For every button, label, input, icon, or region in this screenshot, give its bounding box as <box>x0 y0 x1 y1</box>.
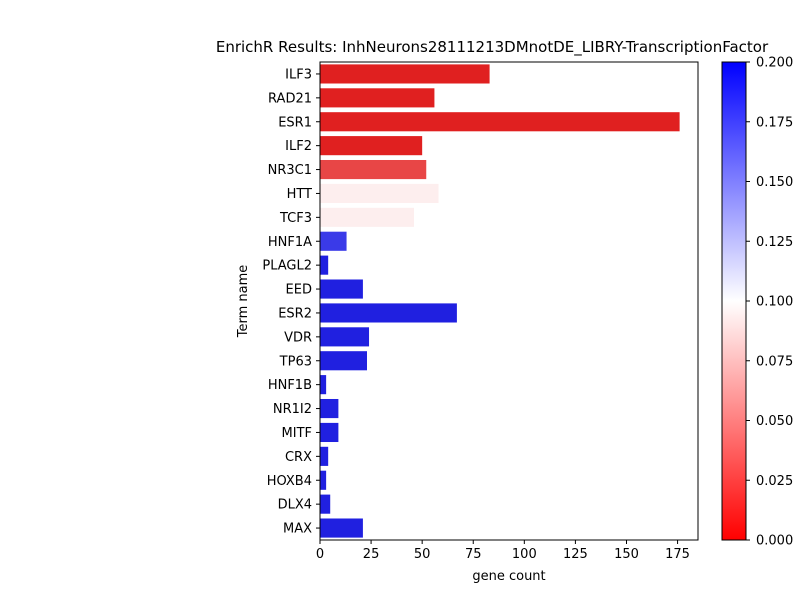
y-tick-label-max: MAX <box>283 522 312 537</box>
bar-max <box>320 518 363 538</box>
x-tick-label: 75 <box>465 547 482 562</box>
y-tick-label-nr1i2: NR1I2 <box>273 402 312 417</box>
bar-hnf1b <box>320 375 327 395</box>
colorbar: 0.000 0.025 0.050 0.075 0.100 0.125 0.150 0.175… <box>721 56 793 549</box>
bar-eed <box>320 279 363 299</box>
y-tick-label-nr3c1: NR3C1 <box>268 163 312 178</box>
plot-area: ILF3 RAD21 ESR1 ILF2 NR3C1 HTT TCF3 HNF1A PLAGL2… <box>262 61 699 562</box>
bar-rad21 <box>320 88 435 108</box>
colorbar-tick-label: 0.200 <box>756 56 793 71</box>
plot-frame <box>319 61 699 541</box>
y-tick-label-esr1: ESR1 <box>278 115 312 130</box>
bar-nr1i2 <box>320 398 339 419</box>
colorbar-tick-label: 0.100 <box>756 295 793 310</box>
colorbar-tick-label: 0.175 <box>756 115 793 130</box>
bar-plagl2 <box>320 255 329 275</box>
bar-ilf3 <box>320 64 490 84</box>
colorbar-gradient <box>721 61 747 541</box>
colorbar-tick-label: 0.125 <box>756 235 793 250</box>
y-tick-label-ilf3: ILF3 <box>285 67 312 82</box>
y-tick-label-hoxb4: HOXB4 <box>267 474 312 489</box>
x-tick-label: 125 <box>563 547 588 562</box>
y-tick-label-tcf3: TCF3 <box>279 211 312 226</box>
y-tick-label-vdr: VDR <box>284 330 312 345</box>
bar-ilf2 <box>320 136 423 156</box>
x-tick-label: 25 <box>363 547 380 562</box>
bar-htt <box>320 183 439 204</box>
y-tick-label-hnf1a: HNF1A <box>268 235 312 250</box>
x-axis-label: gene count <box>472 569 545 584</box>
y-tick-label-dlx4: DLX4 <box>278 498 312 513</box>
x-tick-label: 175 <box>665 547 690 562</box>
x-tick-label: 50 <box>414 547 431 562</box>
bar-esr1 <box>320 112 680 132</box>
y-tick-label-plagl2: PLAGL2 <box>262 259 312 274</box>
y-tick-label-htt: HTT <box>287 187 312 202</box>
bar-mitf <box>320 422 339 443</box>
colorbar-tick-label: 0.050 <box>756 414 793 429</box>
y-axis-label: Term name <box>236 265 251 339</box>
x-tick-label: 0 <box>316 547 324 562</box>
y-tick-label-tp63: TP63 <box>279 354 312 369</box>
colorbar-tick-label: 0.025 <box>756 474 793 489</box>
y-tick-label-eed: EED <box>286 283 312 298</box>
colorbar-tick-label: 0.000 <box>756 534 793 549</box>
colorbar-tick-label: 0.075 <box>756 354 793 369</box>
x-tick-label: 150 <box>614 547 639 562</box>
bar-dlx4 <box>320 494 331 514</box>
bar-hoxb4 <box>320 470 327 490</box>
bar-tp63 <box>320 351 367 371</box>
y-tick-label-crx: CRX <box>285 450 312 465</box>
bar-hnf1a <box>320 231 347 251</box>
bar-crx <box>320 446 329 466</box>
y-tick-label-esr2: ESR2 <box>278 306 312 321</box>
y-tick-label-rad21: RAD21 <box>268 91 312 106</box>
y-tick-label-mitf: MITF <box>282 426 312 441</box>
y-tick-label-hnf1b: HNF1B <box>268 378 312 393</box>
colorbar-tick-label: 0.150 <box>756 175 793 190</box>
y-tick-label-ilf2: ILF2 <box>285 139 312 154</box>
x-tick-label: 100 <box>512 547 537 562</box>
chart-title: EnrichR Results: InhNeurons28111213DMnot… <box>216 38 769 57</box>
bar-nr3c1 <box>320 159 427 180</box>
bar-tcf3 <box>320 207 414 227</box>
bar-vdr <box>320 327 370 347</box>
bar-esr2 <box>320 303 457 323</box>
